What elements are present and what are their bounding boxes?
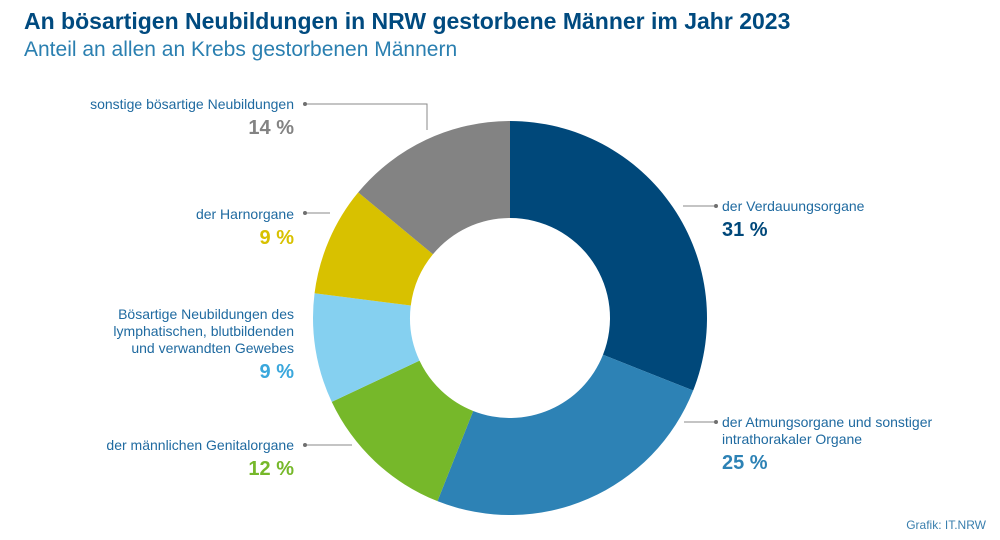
label-sonstige: sonstige bösartige Neubildungen 14 %	[90, 96, 294, 141]
label-lymphatisch-pct: 9 %	[259, 361, 294, 383]
label-genital: der männlichen Genitalorgane 12 %	[106, 437, 294, 482]
label-verdauung-text: der Verdauungsorgane	[722, 198, 865, 214]
label-atmung-pct: 25 %	[722, 452, 768, 474]
label-harnorgane-text: der Harnorgane	[195, 206, 294, 222]
label-harnorgane: der Harnorgane 9 %	[196, 206, 294, 251]
slice-harnorgane	[314, 192, 433, 306]
label-genital-text: der männlichen Genitalorgane	[106, 437, 294, 453]
leader-genital-dot	[303, 443, 307, 447]
slice-verdauung	[510, 121, 707, 391]
leader-sonstige-dot	[303, 102, 307, 106]
slice-sonstige	[358, 121, 510, 255]
slice-genital	[331, 360, 474, 502]
leader-sonstige	[305, 103, 428, 130]
slice-lymphatisch	[313, 293, 420, 402]
slice-atmung	[437, 354, 694, 515]
label-verdauung-pct: 31 %	[722, 219, 768, 241]
label-harnorgane-pct: 9 %	[259, 227, 294, 249]
label-atmung: der Atmungsorgane und sonstiger intratho…	[722, 414, 972, 476]
label-genital-pct: 12 %	[248, 458, 294, 480]
label-sonstige-text: sonstige bösartige Neubildungen	[90, 96, 294, 112]
leader-harnorgane-dot	[303, 211, 307, 215]
label-lymphatisch: Bösartige Neubildungen des lymphatischen…	[94, 306, 294, 385]
leader-verdauung-dot	[714, 204, 718, 208]
label-lymphatisch-text: Bösartige Neubildungen des lymphatischen…	[113, 306, 294, 356]
label-atmung-text: der Atmungsorgane und sonstiger intratho…	[722, 414, 933, 447]
chart-title: An bösartigen Neubildungen in NRW gestor…	[24, 8, 791, 34]
label-verdauung: der Verdauungsorgane 31 %	[722, 198, 864, 243]
chart-subtitle: Anteil an allen an Krebs gestorbenen Män…	[24, 38, 458, 61]
source-credit: Grafik: IT.NRW	[906, 518, 986, 532]
leader-atmung-dot	[714, 420, 718, 424]
label-sonstige-pct: 14 %	[248, 117, 294, 139]
